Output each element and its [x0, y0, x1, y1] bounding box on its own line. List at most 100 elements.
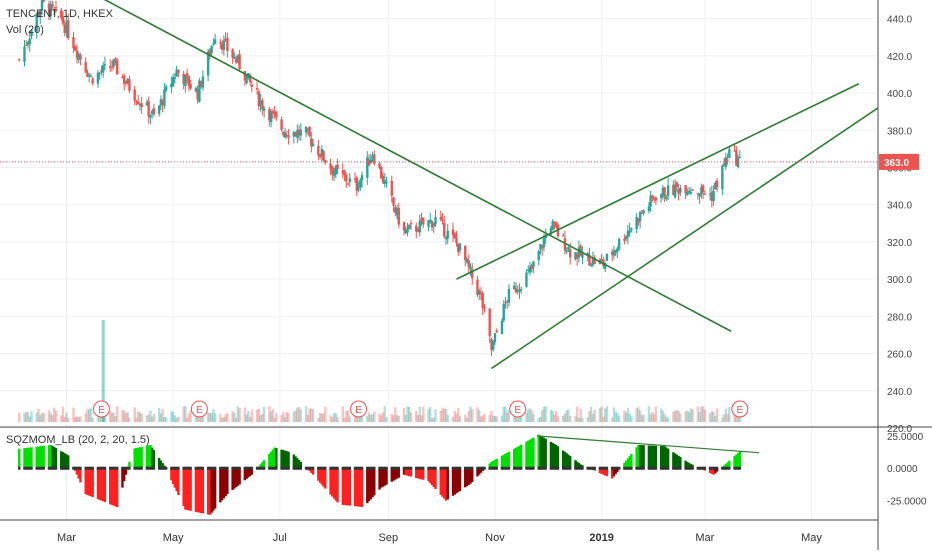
- squeeze-dot: [47, 466, 51, 470]
- squeeze-dot: [175, 466, 178, 470]
- squeeze-dot: [700, 466, 703, 470]
- momentum-bar: [579, 464, 582, 469]
- squeeze-dot: [359, 466, 362, 470]
- squeeze-dot: [161, 466, 164, 470]
- candle-body: [359, 179, 362, 188]
- squeeze-dot: [591, 466, 595, 470]
- squeeze-dot: [469, 466, 472, 470]
- squeeze-dot: [418, 466, 421, 470]
- squeeze-dot: [128, 466, 131, 470]
- squeeze-dot: [238, 466, 241, 470]
- volume-bar: [429, 407, 432, 422]
- volume-bar: [49, 412, 52, 422]
- squeeze-dot: [420, 466, 423, 470]
- volume-bar: [610, 417, 614, 422]
- candle-body: [138, 104, 142, 106]
- momentum-bar: [710, 468, 714, 474]
- squeeze-dot: [369, 466, 372, 470]
- squeeze-dot: [666, 466, 670, 470]
- momentum-bar: [441, 468, 444, 497]
- volume-bar: [493, 416, 497, 422]
- volume-bar: [492, 415, 495, 422]
- squeeze-dot: [23, 466, 26, 470]
- candle-body: [320, 148, 324, 157]
- time-tick-label: May: [163, 532, 184, 544]
- candle-body: [520, 289, 523, 291]
- candle-body: [675, 182, 679, 188]
- squeeze-dot: [273, 466, 276, 470]
- candle-body: [465, 259, 469, 263]
- volume-bar: [61, 406, 65, 422]
- price-tick-label: 440.0: [887, 15, 912, 26]
- candle-body: [77, 53, 80, 60]
- volume-bar: [25, 412, 28, 422]
- momentum-bar: [380, 468, 383, 488]
- volume-spike-bar: [101, 320, 105, 422]
- momentum-bar: [469, 468, 472, 484]
- squeeze-dot: [464, 466, 467, 470]
- candle-body: [554, 222, 558, 227]
- candle-body: [317, 145, 320, 156]
- momentum-bar: [715, 468, 719, 472]
- volume-bar: [164, 417, 168, 422]
- volume-bar: [91, 417, 94, 422]
- squeeze-dot: [336, 466, 339, 470]
- volume-bar: [366, 415, 369, 422]
- indicator-legend[interactable]: SQZMOM_LB (20, 2, 20, 1.5): [6, 434, 150, 446]
- candle-body: [455, 237, 458, 244]
- candle-body: [612, 250, 616, 256]
- volume-bar: [89, 407, 93, 422]
- volume-bar: [346, 410, 350, 422]
- candle-body: [429, 219, 432, 222]
- momentum-bar: [287, 451, 290, 469]
- squeeze-dot: [77, 466, 80, 470]
- squeeze-dot: [39, 466, 42, 470]
- candle-body: [311, 143, 315, 147]
- candle-body: [126, 78, 129, 84]
- candle-body: [672, 184, 675, 196]
- volume-bar: [297, 407, 301, 422]
- squeeze-dot: [61, 466, 65, 470]
- candle-body: [687, 190, 691, 193]
- squeeze-dot: [170, 466, 173, 470]
- momentum-bar: [735, 454, 738, 469]
- momentum-bar: [516, 446, 519, 469]
- candle-body: [406, 228, 409, 233]
- squeeze-dot: [714, 466, 717, 470]
- volume-bar: [243, 407, 247, 422]
- squeeze-dot: [567, 466, 570, 470]
- volume-bar: [385, 417, 388, 422]
- squeeze-dot: [329, 466, 332, 470]
- momentum-bar: [614, 468, 617, 475]
- momentum-bar: [602, 468, 605, 475]
- candle-body: [63, 24, 66, 33]
- squeeze-dot: [114, 466, 117, 470]
- squeeze-dot: [443, 466, 446, 470]
- volume-bar: [691, 409, 694, 422]
- volume-bar: [722, 414, 726, 422]
- volume-bar: [476, 407, 479, 422]
- volume-bar: [175, 417, 178, 422]
- candle-body: [18, 59, 21, 61]
- volume-bar: [420, 415, 423, 422]
- momentum-bar: [136, 447, 140, 469]
- squeeze-dot: [187, 466, 191, 470]
- volume-bar: [299, 409, 303, 422]
- candle-body: [451, 229, 455, 236]
- squeeze-dot: [603, 466, 607, 470]
- symbol-title[interactable]: TENCENT, 1D, HKEX: [6, 8, 113, 20]
- momentum-bar: [271, 449, 275, 469]
- volume-bar: [317, 417, 320, 422]
- volume-legend[interactable]: Vol (20): [6, 24, 44, 36]
- candle-body: [173, 77, 177, 79]
- momentum-bar: [236, 468, 240, 486]
- momentum-bar: [149, 444, 152, 469]
- candle-body: [334, 166, 338, 175]
- momentum-bar: [273, 447, 276, 469]
- squeeze-dot: [395, 466, 399, 470]
- squeeze-dot: [136, 466, 140, 470]
- squeeze-dot: [201, 466, 205, 470]
- squeeze-dot: [194, 466, 198, 470]
- squeeze-dot: [483, 466, 486, 470]
- squeeze-dot: [79, 466, 82, 470]
